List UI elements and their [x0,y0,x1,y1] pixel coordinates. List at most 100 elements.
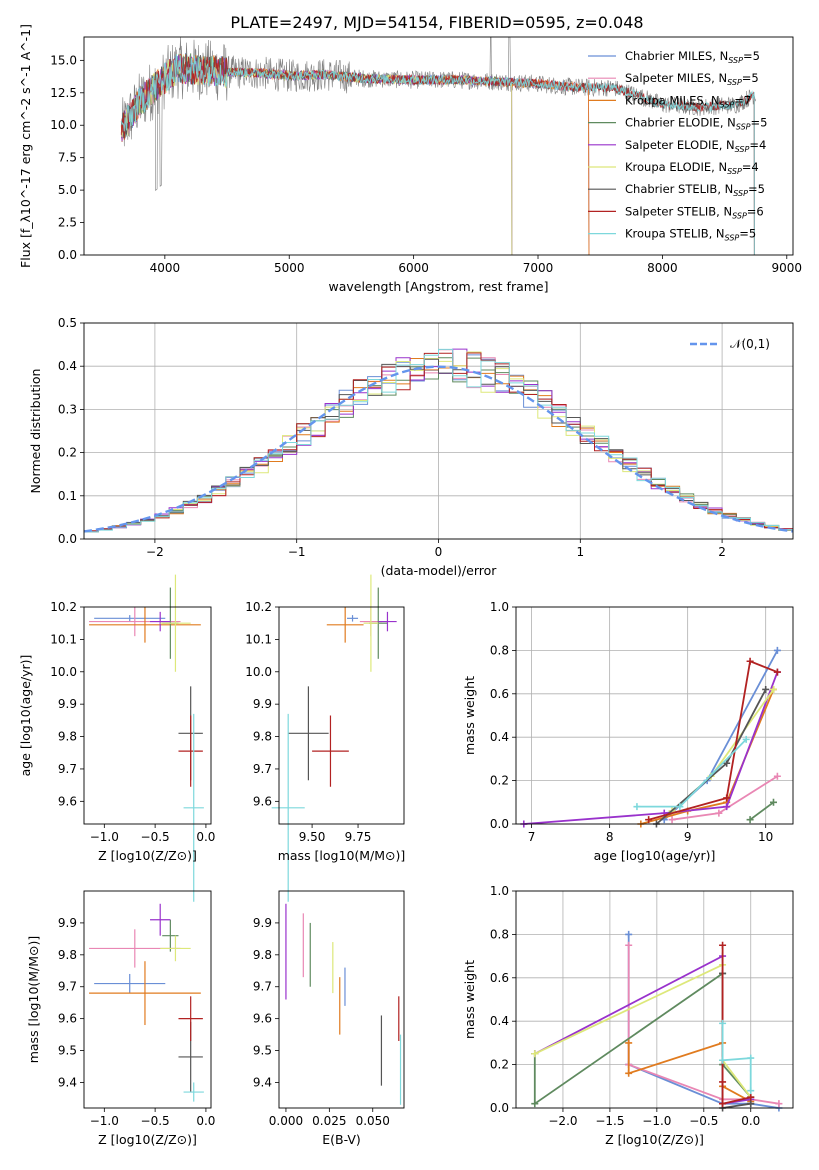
x-tick-label: −2.0 [548,1114,577,1128]
y-tick-label: 10.1 [50,632,77,646]
y-tick-label: 9.5 [58,1044,77,1058]
point-kroupa-stelib [271,713,305,902]
y-tick-label: 10.2 [50,600,77,614]
weight-marker [719,941,727,949]
residuals-frame [83,322,794,540]
y-tick-label: 1.0 [490,884,509,898]
y-tick-label: 0.0 [490,1101,509,1115]
legend-label: Chabrier MILES, NSSP=5 [625,49,760,65]
weight-marker [773,646,781,654]
age-weight-lines [520,646,781,828]
y-tick-label: 9.7 [253,762,272,776]
weight-marker [719,1056,727,1064]
point-salpeter-stelib [178,996,203,1041]
y-tick-label: 10.2 [245,600,272,614]
z-mass-ylabel: mass [log10(M/M⊙)] [26,936,41,1064]
weight-marker [769,798,777,806]
x-tick-label: 0.0 [196,830,215,844]
weight-line-kroupa-elodie [534,963,752,1098]
x-tick-label: −1 [288,545,306,559]
y-tick-label: 15.0 [50,53,77,67]
weight-marker [715,809,723,817]
weight-marker [645,816,653,824]
model-salpeter-elodie [120,54,513,255]
mass-age-points [271,574,397,902]
z-age-points [89,574,204,902]
y-tick-label: 10.0 [50,118,77,132]
weight-marker [676,803,684,811]
legend-label: Chabrier ELODIE, NSSP=5 [625,116,767,132]
spectrum-lines [120,37,756,255]
y-tick-label: 9.5 [253,1044,272,1058]
point-chabrier-miles [347,615,359,622]
point-chabrier-miles [94,615,166,622]
x-tick-label: −1.0 [90,1114,119,1128]
legend-label: Salpeter MILES, NSSP=5 [625,71,759,87]
weight-line-salpeter-stelib [648,660,778,821]
y-tick-label: 9.8 [253,730,272,744]
x-tick-label: 0.0 [196,1114,215,1128]
y-tick-label: 9.7 [58,980,77,994]
y-tick-label: 0.1 [58,489,77,503]
z-age-xlabel: Z [log10(Z/Z⊙)] [98,848,197,863]
weight-marker [769,685,777,693]
x-tick-label: 7000 [523,261,554,275]
y-tick-label: 9.9 [253,697,272,711]
mass-age-frame [278,606,405,825]
weight-marker [746,657,754,665]
weight-marker [747,1087,755,1095]
point-kroupa-elodie [160,574,191,672]
point-kroupa-miles [326,607,364,643]
z-weight-axes: −2.0 −1.5 −1.0 −0.5 0.0 0.0 0.2 0.4 0.6 0.8 1.0 [490,884,793,1128]
point-kroupa-stelib [183,713,204,902]
y-tick-label: 0.4 [490,1014,509,1028]
point-salpeter-stelib [178,715,203,787]
x-tick-label: −1.0 [90,830,119,844]
y-tick-label: 9.9 [58,916,77,930]
spectrum-frame [83,36,794,256]
y-tick-label: 9.8 [253,948,272,962]
y-tick-label: 10.0 [245,665,272,679]
legend-label: Kroupa MILES, NSSP=7 [625,93,751,109]
model-salpeter-miles [120,55,590,255]
x-tick-label: 0.0 [741,1114,760,1128]
weight-marker [531,1100,539,1108]
weight-marker [531,1050,539,1058]
point-kroupa-miles [89,961,201,1026]
y-tick-label: 9.9 [58,697,77,711]
y-tick-label: 9.6 [58,1012,77,1026]
x-tick-label: 9.75 [345,830,372,844]
x-tick-label: 0.000 [269,1114,303,1128]
y-tick-label: 0.0 [58,532,77,546]
ebv-mass-xlabel: E(B-V) [322,1132,361,1147]
legend-label: Salpeter STELIB, NSSP=6 [625,204,764,220]
hist-kroupa-stelib [84,348,793,539]
y-tick-label: 0.8 [490,927,509,941]
weight-marker [742,735,750,743]
y-tick-label: 0.8 [490,643,509,657]
residuals-xlabel: (data-model)/error [381,563,498,578]
weight-marker [747,1100,755,1108]
point-kroupa-stelib [183,1082,204,1102]
y-tick-label: 9.9 [253,916,272,930]
y-tick-label: 12.5 [50,86,77,100]
weight-line-salpeter-stelib [721,945,751,1105]
x-tick-label: 10 [758,830,773,844]
y-tick-label: 0.0 [58,248,77,262]
z-age-frame [83,606,212,825]
y-tick-label: 9.6 [253,794,272,808]
y-tick-label: 9.8 [58,730,77,744]
z-weight-xlabel: Z [log10(Z/Z⊙)] [605,1132,704,1147]
point-salpeter-elodie [150,903,171,936]
weight-line-chabrier-miles [663,649,779,821]
spectrum-ylabel: Flux [f_λ10^-17 erg cm^-2 s^-1 A^-1] [18,24,33,268]
weight-marker [773,668,781,676]
weight-marker [625,941,633,949]
point-chabrier-elodie [162,919,179,952]
x-tick-label: 6000 [398,261,429,275]
weight-marker [625,930,633,938]
mass-age-axes: 9.50 9.75 9.6 9.7 9.8 9.9 10.0 10.1 10.2 [245,600,371,844]
weight-marker [719,1019,727,1027]
y-tick-label: 0.4 [490,730,509,744]
